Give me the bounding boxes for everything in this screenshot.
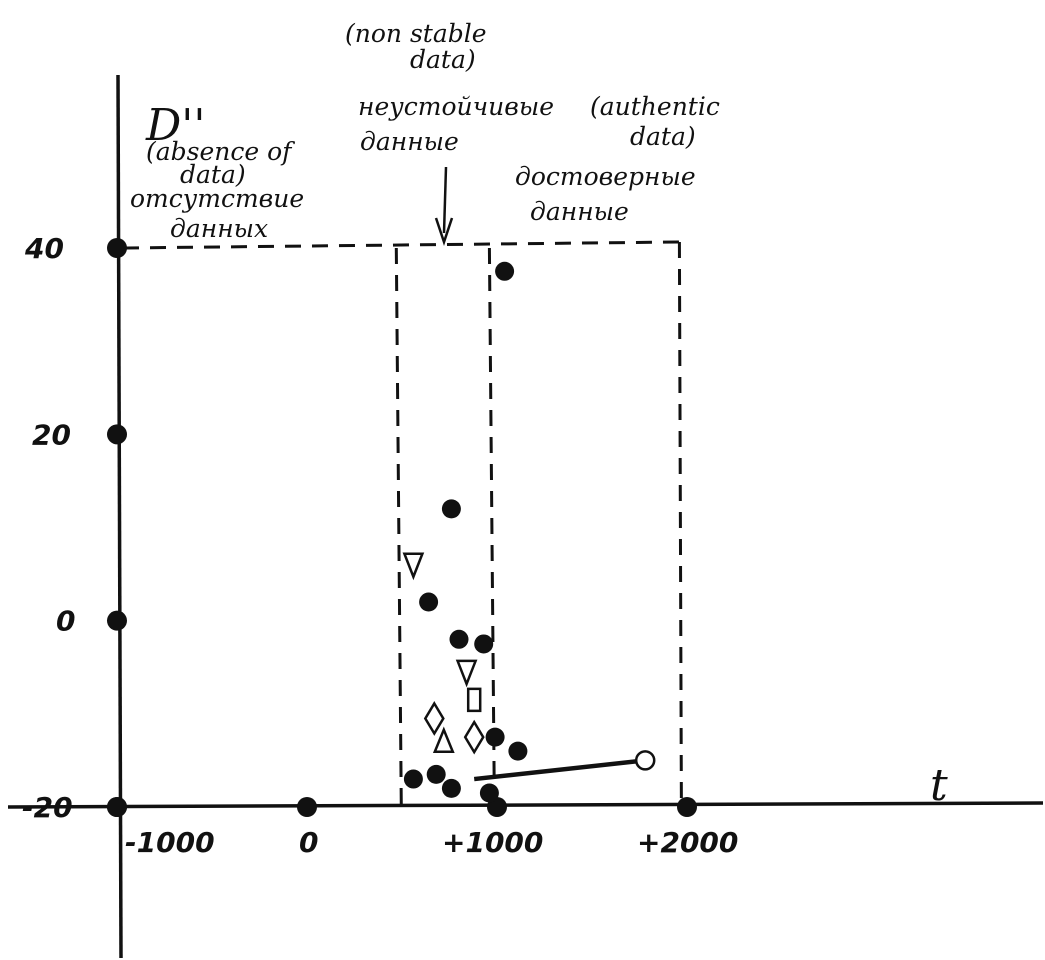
point-filled-circle	[495, 261, 515, 281]
y-tick-label: 40	[24, 232, 64, 265]
x-tick-dot	[677, 797, 697, 817]
y-axis-title: D''	[145, 100, 205, 151]
point-filled-circle	[479, 783, 499, 803]
point-diamond	[423, 701, 445, 736]
point-filled-circle	[441, 778, 461, 798]
point-filled-circle	[508, 741, 528, 761]
x-tick-label: +1000	[442, 826, 543, 859]
y-tick-dot	[107, 238, 127, 258]
y-tick-dot	[107, 797, 127, 817]
region-boundary-2	[487, 247, 496, 808]
region-nonstable-caption-2: data)	[410, 45, 476, 74]
point-square	[466, 687, 482, 713]
point-filled-circle	[474, 634, 494, 654]
x-tick-label: -1000	[125, 826, 215, 859]
y-tick-label: 20	[32, 418, 71, 451]
region-boundary-end	[677, 241, 683, 808]
x-tick-label: +2000	[637, 826, 738, 859]
region-absence-label-1: отсутствие	[130, 184, 304, 213]
point-diamond	[463, 719, 485, 755]
region-authentic-label-1: достоверные	[515, 162, 696, 191]
point-triangle-down	[455, 659, 478, 688]
data-marks	[402, 261, 656, 803]
trend-line	[473, 758, 646, 782]
x-tick-label: 0	[299, 826, 318, 859]
region-nonstable-caption-1: (non stable	[345, 19, 487, 48]
point-triangle-up	[432, 726, 455, 754]
y-tick-label: -20	[22, 791, 73, 824]
region-authentic-label-2: данные	[530, 197, 629, 226]
point-open-circle	[634, 750, 656, 771]
x-axis	[7, 801, 1044, 809]
region-nonstable-arrow-head	[434, 217, 454, 246]
y-axis	[116, 74, 123, 959]
region-authentic-caption-1: (authentic	[590, 92, 720, 121]
point-filled-circle	[403, 769, 423, 789]
region-absence-caption-2: data)	[180, 160, 246, 189]
region-nonstable-arrow-shaft	[442, 166, 448, 234]
region-boundary-1	[394, 247, 403, 808]
region-authentic-data: (authentic data) достоверные данные	[515, 92, 720, 226]
region-boxes	[122, 240, 683, 808]
y-tick-label: 0	[56, 605, 75, 638]
region-top-boundary	[122, 240, 680, 250]
axis-ticks: -1000 0 +1000 +2000 -20 0 20 40	[22, 232, 738, 859]
point-filled-circle	[426, 764, 446, 784]
point-filled-circle	[419, 592, 439, 612]
y-tick-dot	[107, 610, 127, 631]
region-authentic-caption-2: data)	[630, 122, 696, 151]
point-filled-circle	[485, 727, 505, 747]
point-filled-circle	[441, 499, 461, 519]
point-triangle-down	[402, 552, 425, 581]
region-absence-caption-1: (absence of	[146, 137, 295, 166]
region-non-stable-data: (non stable data) неустойчивые данные	[345, 19, 554, 246]
x-axis-title: t	[930, 760, 948, 811]
point-filled-circle	[449, 629, 469, 649]
region-absence-of-data: (absence of data) отсутствие данных	[130, 137, 304, 243]
region-nonstable-label-2: данные	[360, 127, 459, 156]
x-tick-dot	[297, 797, 317, 817]
region-absence-label-2: данных	[170, 214, 268, 243]
region-nonstable-label-1: неустойчивые	[358, 92, 554, 121]
y-tick-dot	[107, 424, 127, 445]
